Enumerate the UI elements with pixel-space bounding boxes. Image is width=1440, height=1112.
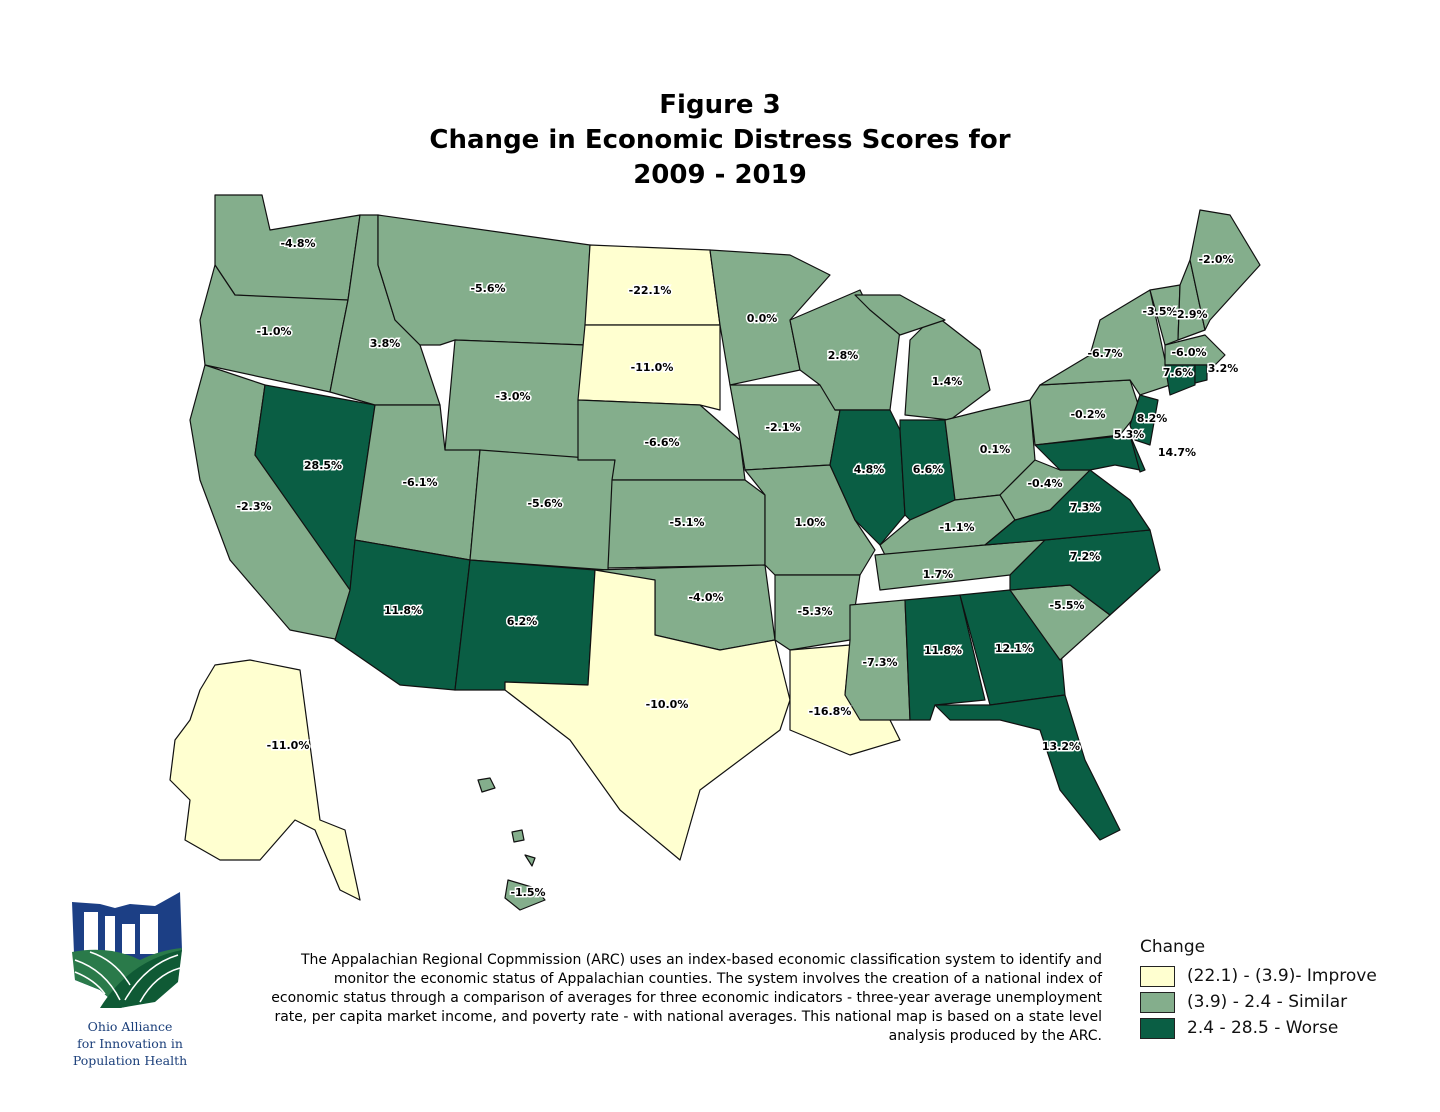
legend-title: Change [1140,937,1206,957]
region-value-label: 1.7% [923,568,954,581]
region-value-label: -16.8% [809,705,852,718]
region-value-label: 13.2% [1042,740,1080,753]
region-value-label: -11.0% [631,361,674,374]
region-value-label: -5.6% [527,497,562,510]
region-worse [1164,364,1196,396]
region-value-label: 3.2% [1208,362,1239,375]
region-value-label: -3.5% [1142,305,1177,318]
region-value-label: -10.0% [646,698,689,711]
region-value-label: -0.2% [1070,408,1105,421]
region-value-label: 11.8% [924,644,962,657]
region-value-label: 6.6% [913,463,944,476]
region-value-label: -6.0% [1171,346,1206,359]
legend-swatch [1140,965,1175,987]
region-similar [774,574,861,651]
logo-line: Ohio Alliance [87,1019,173,1034]
region-worse [1129,394,1159,446]
logo-line: Population Health [72,1053,188,1068]
region-improve [577,324,721,411]
region-value-label: -2.9% [1172,308,1207,321]
region-worse [1194,364,1208,384]
region-value-label: 7.3% [1070,501,1101,514]
region-similar [469,449,616,571]
region-value-label: 14.7% [1158,446,1196,459]
region-value-label: -6.6% [644,436,679,449]
legend-item-improve: (22.1) - (3.9)- Improve [1140,963,1377,989]
region-value-label: 1.0% [795,516,826,529]
region-value-label: 7.2% [1070,550,1101,563]
region-value-label: -7.3% [862,656,897,669]
region-value-label: 3.8% [370,337,401,350]
legend-swatch [1140,991,1175,1013]
region-value-label: -1.0% [256,325,291,338]
region-similar [377,214,591,346]
region-value-label: 6.2% [507,615,538,628]
region-worse [1129,434,1146,473]
map-title: Figure 3 Change in Economic Distress Sco… [0,88,1440,193]
region-value-label: 11.8% [384,604,422,617]
region-value-label: -22.1% [629,284,672,297]
region-value-label: -6.7% [1087,347,1122,360]
region-value-label: -5.3% [797,605,832,618]
region-value-label: -5.6% [470,282,505,295]
logo-line: for Innovation in [77,1036,183,1051]
region-value-label: -4.8% [280,237,315,250]
legend-label: (22.1) - (3.9)- Improve [1187,966,1377,986]
region-similar [1189,209,1261,331]
title-line: Change in Economic Distress Scores for [429,125,1011,155]
region-value-label: 1.4% [932,375,963,388]
region-value-label: -5.1% [669,516,704,529]
legend-swatch [1140,1017,1175,1039]
region-similar [504,879,546,911]
region-similar [511,829,525,843]
region-value-label: -2.1% [765,421,800,434]
logo-text: Ohio Alliance for Innovation in Populati… [60,1018,200,1069]
region-value-label: 0.1% [980,443,1011,456]
legend-item-worse: 2.4 - 28.5 - Worse [1140,1015,1377,1041]
region-value-label: -1.1% [939,521,974,534]
region-value-label: -1.5% [510,886,545,899]
region-value-label: -11.0% [267,739,310,752]
region-similar [854,294,946,336]
region-value-label: 4.8% [854,463,885,476]
region-value-label: -3.0% [495,390,530,403]
region-value-label: -6.1% [402,476,437,489]
figure-number: Figure 3 [659,90,781,120]
region-value-label: 7.6% [1163,366,1194,379]
region-value-label: -4.0% [688,591,723,604]
region-value-label: -0.4% [1027,477,1062,490]
legend-item-similar: (3.9) - 2.4 - Similar [1140,989,1377,1015]
legend: Change (22.1) - (3.9)- Improve (3.9) - 2… [1140,937,1377,1041]
region-value-label: 2.8% [828,349,859,362]
methodology-note: The Appalachian Regional Copmmission (AR… [271,952,1102,1044]
region-improve [504,569,791,861]
region-value-label: -5.5% [1049,599,1084,612]
region-value-label: -2.0% [1198,253,1233,266]
region-improve [169,659,361,901]
region-value-label: 28.5% [304,459,342,472]
region-similar [1164,334,1226,366]
title-years: 2009 - 2019 [633,160,807,190]
legend-label: 2.4 - 28.5 - Worse [1187,1018,1339,1038]
region-value-label: -2.3% [236,500,271,513]
region-value-label: 8.2% [1137,412,1168,425]
region-similar [477,777,496,793]
region-value-label: 12.1% [995,642,1033,655]
region-value-label: 5.3% [1114,428,1145,441]
region-value-label: 0.0% [747,312,778,325]
region-worse [934,694,1121,841]
legend-label: (3.9) - 2.4 - Similar [1187,992,1348,1012]
region-similar [524,854,536,867]
ohio-alliance-logo [72,892,182,1008]
region-similar [904,314,991,421]
